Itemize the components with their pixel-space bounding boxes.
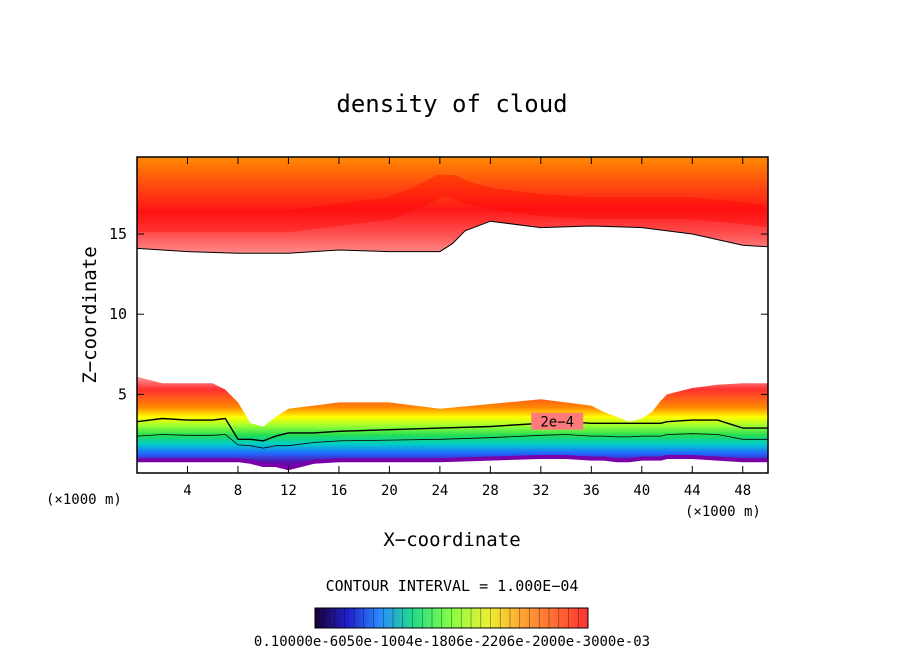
upper-cloud-band bbox=[137, 157, 768, 254]
y-tick-label: 5 bbox=[118, 385, 127, 403]
x-tick-label: 36 bbox=[583, 483, 600, 499]
x-tick-label: 12 bbox=[280, 483, 297, 499]
x-tick-label: 32 bbox=[532, 483, 549, 499]
colorbar-dividers bbox=[314, 608, 579, 628]
x-tick-label: 24 bbox=[431, 483, 448, 499]
contour-label: 2e−4 bbox=[540, 415, 574, 431]
upper-cloud-core bbox=[137, 174, 768, 233]
y-axis-ticks: 5 10 15 bbox=[109, 225, 768, 403]
x-axis-unit-left: (×1000 m) bbox=[46, 492, 122, 508]
x-axis-label: X−coordinate bbox=[383, 529, 520, 551]
x-axis-unit-right: (×1000 m) bbox=[685, 504, 761, 520]
x-tick-label: 4 bbox=[183, 483, 191, 499]
plot-frame bbox=[136, 156, 769, 474]
chart-title: density of cloud bbox=[336, 90, 567, 118]
plot-area: 2e−4 bbox=[137, 157, 768, 471]
x-tick-label: 44 bbox=[684, 483, 701, 499]
colorbar-label: 0.10000e-6050e-1004e-1806e-2206e-2000e-3… bbox=[254, 634, 650, 650]
contour-label-bg bbox=[531, 412, 584, 430]
x-tick-label: 40 bbox=[633, 483, 650, 499]
lower-cloud-base bbox=[137, 455, 768, 471]
x-tick-label: 8 bbox=[234, 483, 242, 499]
contour-interval-text: CONTOUR INTERVAL = 1.000E−04 bbox=[326, 577, 579, 595]
lower-cloud-band bbox=[137, 376, 768, 469]
y-tick-label: 10 bbox=[109, 305, 127, 323]
y-axis-label: Z−coordinate bbox=[79, 246, 101, 383]
x-tick-label: 28 bbox=[482, 483, 499, 499]
x-tick-label: 48 bbox=[734, 483, 751, 499]
contour-line-2e-4 bbox=[137, 417, 768, 442]
x-axis-ticks: 4 8 12 16 20 24 28 32 36 40 44 48 bbox=[183, 157, 751, 499]
contour-line-1e-4 bbox=[137, 433, 768, 449]
x-tick-label: 16 bbox=[330, 483, 347, 499]
y-tick-label: 15 bbox=[109, 225, 127, 243]
upper-cloud-edge-contour bbox=[137, 220, 768, 254]
x-tick-label: 20 bbox=[381, 483, 398, 499]
